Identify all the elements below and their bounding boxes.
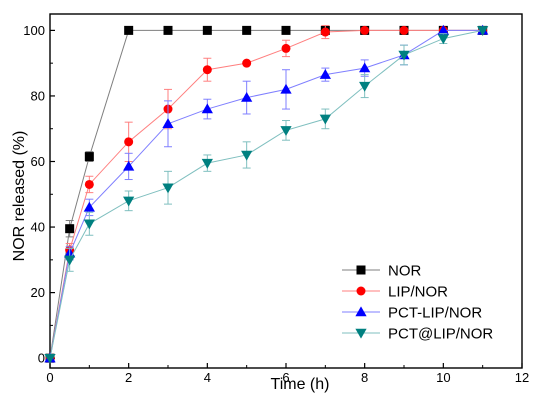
y-tick-label: 40 (31, 220, 45, 235)
y-tick-label: 0 (38, 351, 45, 366)
data-point (280, 83, 292, 94)
series-pct-lip-nor (44, 26, 489, 364)
data-point (437, 34, 449, 45)
data-point (319, 114, 331, 125)
data-point (162, 183, 174, 194)
y-tick-label: 60 (31, 154, 45, 169)
x-tick-label: 12 (515, 370, 529, 385)
legend: NOR LIP/NOR PCT-LIP/NOR PCT@LIP/NOR (342, 263, 493, 343)
data-point (83, 219, 95, 230)
legend-marker (355, 306, 367, 317)
data-point (477, 26, 489, 37)
data-point (64, 255, 76, 266)
data-point (83, 201, 95, 212)
data-point (242, 58, 252, 68)
y-tick-label: 20 (31, 285, 45, 300)
legend-item: NOR (342, 263, 422, 280)
series-layer (44, 24, 489, 364)
data-point (201, 103, 213, 114)
legend-item: PCT@LIP/NOR (342, 326, 493, 343)
data-point (320, 27, 330, 37)
x-tick-label: 10 (436, 370, 450, 385)
data-point (163, 25, 173, 35)
x-axis-title: Time (h) (271, 376, 330, 393)
data-point (84, 179, 94, 189)
data-point (44, 353, 56, 364)
legend-label: PCT@LIP/NOR (388, 326, 493, 343)
legend-item: PCT-LIP/NOR (342, 305, 482, 322)
data-point (281, 43, 291, 53)
data-point (360, 25, 370, 35)
data-point (241, 91, 253, 102)
data-point (399, 25, 409, 35)
x-tick-label: 8 (361, 370, 368, 385)
x-tick-label: 6 (282, 370, 289, 385)
data-point (162, 118, 174, 129)
legend-marker (355, 328, 367, 339)
y-axis-title: NOR released (%) (11, 131, 28, 262)
x-tick-label: 2 (125, 370, 132, 385)
data-point (65, 224, 75, 234)
data-point (280, 126, 292, 136)
data-point (437, 24, 449, 35)
x-tick-label: 0 (46, 370, 53, 385)
data-point (84, 152, 94, 162)
series-lip-nor (45, 24, 488, 363)
legend-label: PCT-LIP/NOR (388, 305, 482, 322)
x-tick-label: 4 (204, 370, 211, 385)
legend-marker (356, 265, 366, 275)
data-point (241, 150, 253, 161)
legend-label: LIP/NOR (388, 284, 448, 301)
data-point (398, 50, 410, 61)
data-point (359, 62, 371, 73)
data-point (242, 25, 252, 35)
legend-marker (356, 286, 366, 296)
data-point (319, 69, 331, 79)
data-point (202, 25, 212, 35)
axis-ticks: 0 2 4 6 8 10 12 0 20 40 60 80 100 (23, 23, 529, 385)
data-point (123, 160, 135, 171)
data-point (202, 65, 212, 75)
data-point (124, 25, 134, 35)
data-point (359, 81, 371, 92)
data-point (123, 196, 135, 207)
legend-label: NOR (388, 263, 422, 280)
legend-item: LIP/NOR (342, 284, 448, 301)
data-point (281, 25, 291, 35)
y-tick-label: 80 (31, 88, 45, 103)
data-point (124, 137, 134, 147)
y-tick-label: 100 (23, 23, 45, 38)
data-point (201, 158, 213, 169)
